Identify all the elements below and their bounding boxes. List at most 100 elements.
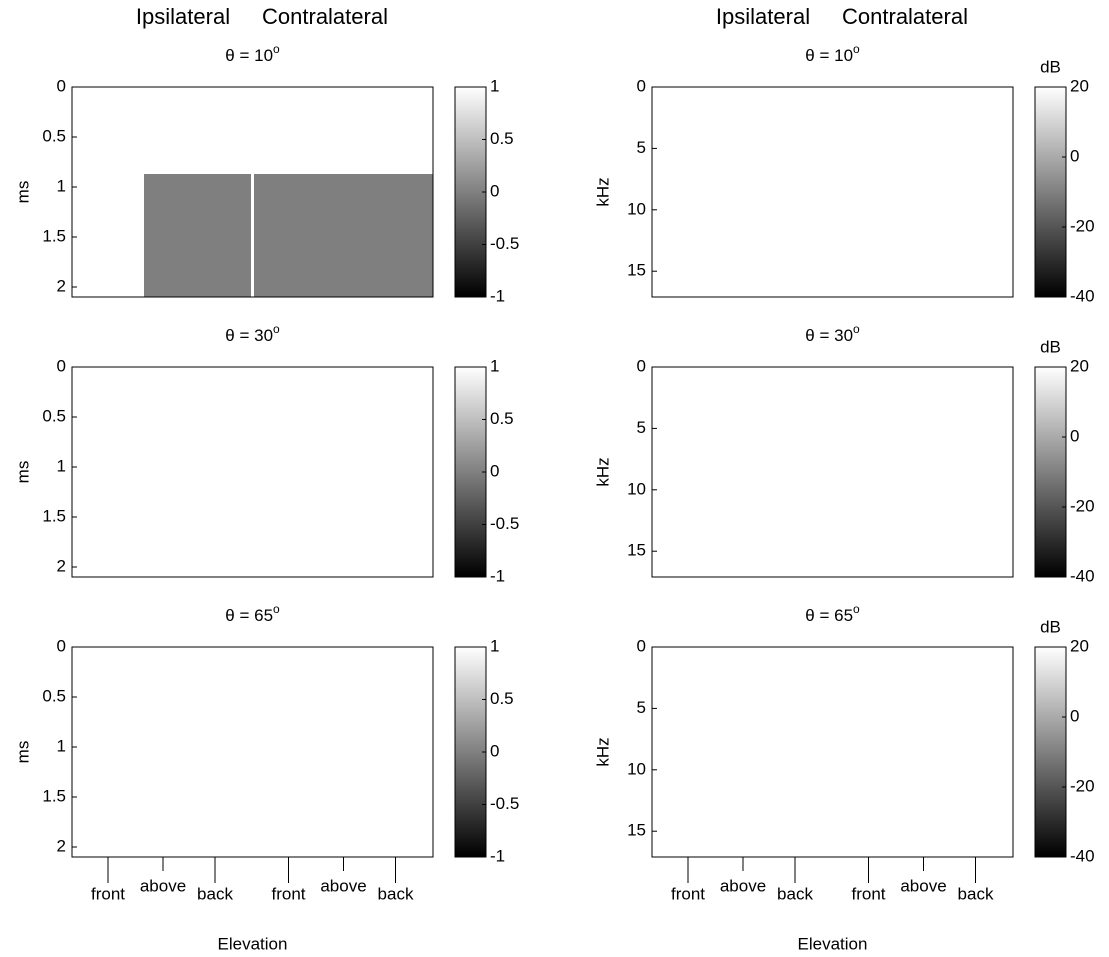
panel-title-sup: o — [853, 322, 860, 336]
y-tick-label: 1.5 — [42, 786, 66, 805]
colorbar-tick-label: 20 — [1070, 636, 1089, 655]
panel-title-text: θ = 30 — [805, 326, 853, 345]
elevation-label: back — [958, 884, 994, 903]
colorbar-tick-label: -40 — [1070, 846, 1095, 865]
panel-title-text: θ = 10 — [805, 46, 853, 65]
elevation-label: above — [320, 876, 366, 895]
image-feature — [72, 679, 252, 681]
elevation-label: above — [140, 876, 186, 895]
column-header: Ipsilateral — [716, 4, 810, 29]
column-header: Contralateral — [842, 4, 968, 29]
image-feature — [72, 685, 252, 687]
y-axis-label: kHz — [593, 177, 612, 206]
colorbar-label: dB — [1040, 337, 1061, 356]
y-tick-label: 10 — [627, 759, 646, 778]
y-tick-label: 1 — [57, 456, 66, 475]
colorbar-tick-label: -0.5 — [490, 794, 519, 813]
y-axis-label: kHz — [593, 457, 612, 486]
column-header: Contralateral — [262, 4, 388, 29]
y-tick-label: 10 — [627, 199, 646, 218]
image-feature — [662, 457, 772, 567]
colorbar-tick-label: 0.5 — [490, 129, 514, 148]
axes-frame — [651, 86, 1014, 298]
colorbar-tick-label: -0.5 — [490, 514, 519, 533]
panel-title-sup: o — [853, 602, 860, 616]
image-bg — [72, 647, 433, 857]
image-feature — [852, 407, 972, 567]
image-feature — [72, 665, 252, 667]
y-tick-label: 15 — [627, 821, 646, 840]
y-axis-label: ms — [13, 741, 32, 764]
column-header: Ipsilateral — [136, 4, 230, 29]
image-feature — [72, 405, 252, 411]
image-feature — [852, 147, 952, 217]
colorbar — [1034, 86, 1067, 298]
image-feature — [257, 143, 433, 149]
axes-frame — [71, 86, 434, 298]
image-feature — [979, 487, 992, 567]
image-feature — [652, 737, 832, 750]
image-bg — [652, 87, 833, 297]
elevation-label: back — [378, 884, 414, 903]
elevation-label: above — [900, 876, 946, 895]
image-bg — [72, 367, 433, 577]
colorbar-tick-label: -20 — [1070, 496, 1095, 515]
image — [652, 367, 1013, 577]
y-axis-label: kHz — [593, 737, 612, 766]
panel-title: θ = 30o — [225, 322, 280, 345]
x-axis-label: Elevation — [798, 934, 868, 953]
y-tick-label: 0 — [637, 636, 646, 655]
image-feature — [872, 487, 904, 572]
image-bg — [652, 367, 833, 577]
y-axis-label: ms — [13, 461, 32, 484]
panel-title-text: θ = 10 — [225, 46, 273, 65]
colorbar-tick-label: -40 — [1070, 286, 1095, 305]
y-tick-label: 5 — [637, 698, 646, 717]
panel-title-text: θ = 65 — [805, 606, 853, 625]
panel-title: θ = 30o — [805, 322, 860, 345]
image — [72, 113, 433, 297]
y-tick-label: 0 — [637, 356, 646, 375]
image-feature — [72, 671, 252, 673]
image-feature — [662, 147, 752, 267]
image — [652, 647, 1013, 857]
image-feature — [712, 797, 822, 827]
image — [72, 647, 433, 857]
colorbar-tick-label: 20 — [1070, 76, 1089, 95]
colorbar-tick-label: 0.5 — [490, 689, 514, 708]
image-bg — [833, 87, 1014, 297]
image-feature — [72, 129, 252, 133]
y-tick-label: 10 — [627, 479, 646, 498]
elevation-label: front — [851, 884, 885, 903]
colorbar-tick-label: 0 — [1070, 706, 1079, 725]
colorbar-tick-label: -0.5 — [490, 234, 519, 253]
image-feature — [257, 127, 433, 133]
colorbar-label: dB — [1040, 617, 1061, 636]
y-tick-label: 0 — [57, 76, 66, 95]
panel-title-sup: o — [273, 42, 280, 56]
image — [652, 87, 1013, 297]
image-bg — [652, 647, 833, 857]
y-tick-label: 0 — [57, 636, 66, 655]
y-tick-label: 0.5 — [42, 126, 66, 145]
image-bg — [833, 647, 1014, 857]
axes-frame — [71, 366, 434, 578]
image-feature — [257, 732, 433, 757]
y-tick-label: 0 — [57, 356, 66, 375]
elevation-label: front — [271, 884, 305, 903]
panel-title: θ = 10o — [225, 42, 280, 65]
image — [72, 367, 433, 577]
image-feature — [257, 447, 433, 454]
colorbar-tick-label: 0 — [1070, 426, 1079, 445]
image-feature — [72, 113, 252, 119]
image-feature — [72, 121, 252, 125]
y-tick-label: 0.5 — [42, 406, 66, 425]
image-feature — [257, 431, 433, 439]
image-feature — [882, 677, 1002, 757]
colorbar-tick-label: -1 — [490, 286, 505, 305]
axes-frame — [71, 646, 434, 858]
y-tick-label: 1.5 — [42, 506, 66, 525]
colorbar-tick-label: 1 — [490, 636, 499, 655]
axes-frame — [651, 646, 1014, 858]
panel-title-text: θ = 30 — [225, 326, 273, 345]
